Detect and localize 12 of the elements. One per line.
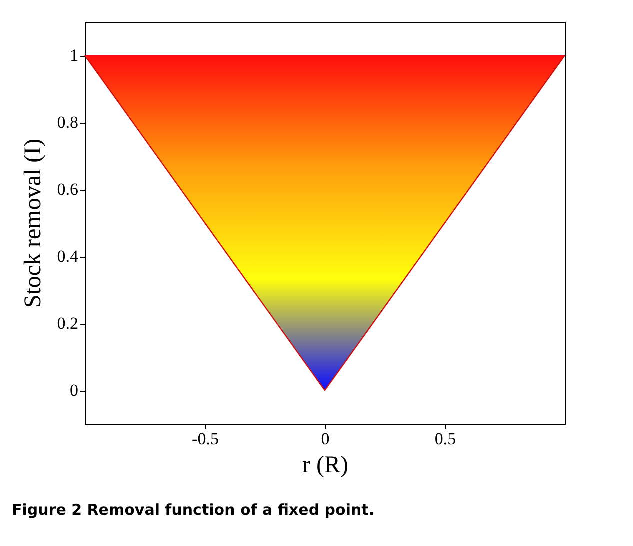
y-tick-label: 0.6 — [57, 180, 78, 199]
y-tick-label: 0.2 — [57, 314, 78, 333]
caption: Figure 2 Removal function of a fixed point. — [12, 501, 376, 519]
y-tick-label: 1 — [70, 46, 78, 65]
x-tick-label: 0 — [321, 430, 330, 448]
x-tick-label: 0.5 — [434, 430, 456, 448]
y-axis-title: Stock removal (I) — [20, 138, 46, 308]
x-axis-title: r (R) — [302, 452, 348, 478]
y-tick-label: 0.4 — [57, 247, 79, 266]
y-tick-label: 0.8 — [57, 113, 78, 132]
x-tick-label: -0.5 — [192, 430, 219, 448]
y-tick-label: 0 — [70, 381, 78, 400]
